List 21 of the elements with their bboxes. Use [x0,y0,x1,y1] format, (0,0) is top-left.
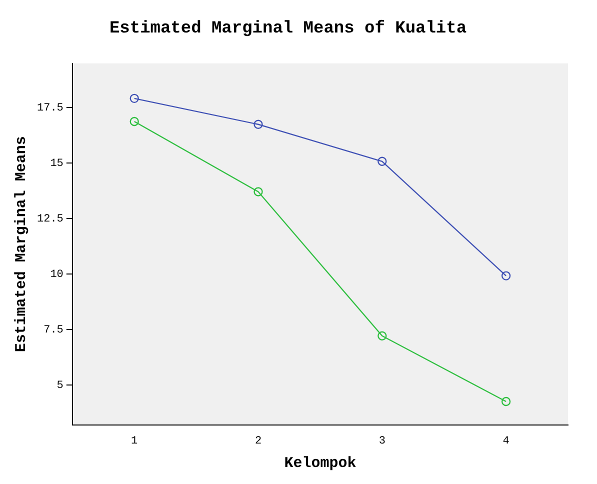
y-tick-label: 10 [50,268,64,281]
point [254,120,263,129]
x-tick-label: 3 [378,435,386,448]
x-tick-label: 4 [502,435,510,448]
point [130,116,139,126]
x-tick-label: 2 [254,435,262,448]
y-tick-label: 12.5 [37,214,64,226]
point [501,271,511,280]
y-tick-label: 17.5 [37,102,64,115]
x-axis-title: Kelompok [284,454,356,472]
y-tick-label: 15 [50,158,64,170]
chart-title: Estimated Marginal Means of Kualita [109,19,467,38]
y-axis-title: Estimated Marginal Means [12,136,30,352]
point [501,396,511,406]
point [254,187,263,196]
y-tick-label: 5 [56,380,64,392]
point [378,156,387,166]
y-tick-label: 7.5 [44,324,64,336]
point [130,94,139,104]
point [378,331,387,340]
x-tick-label: 1 [131,435,138,448]
